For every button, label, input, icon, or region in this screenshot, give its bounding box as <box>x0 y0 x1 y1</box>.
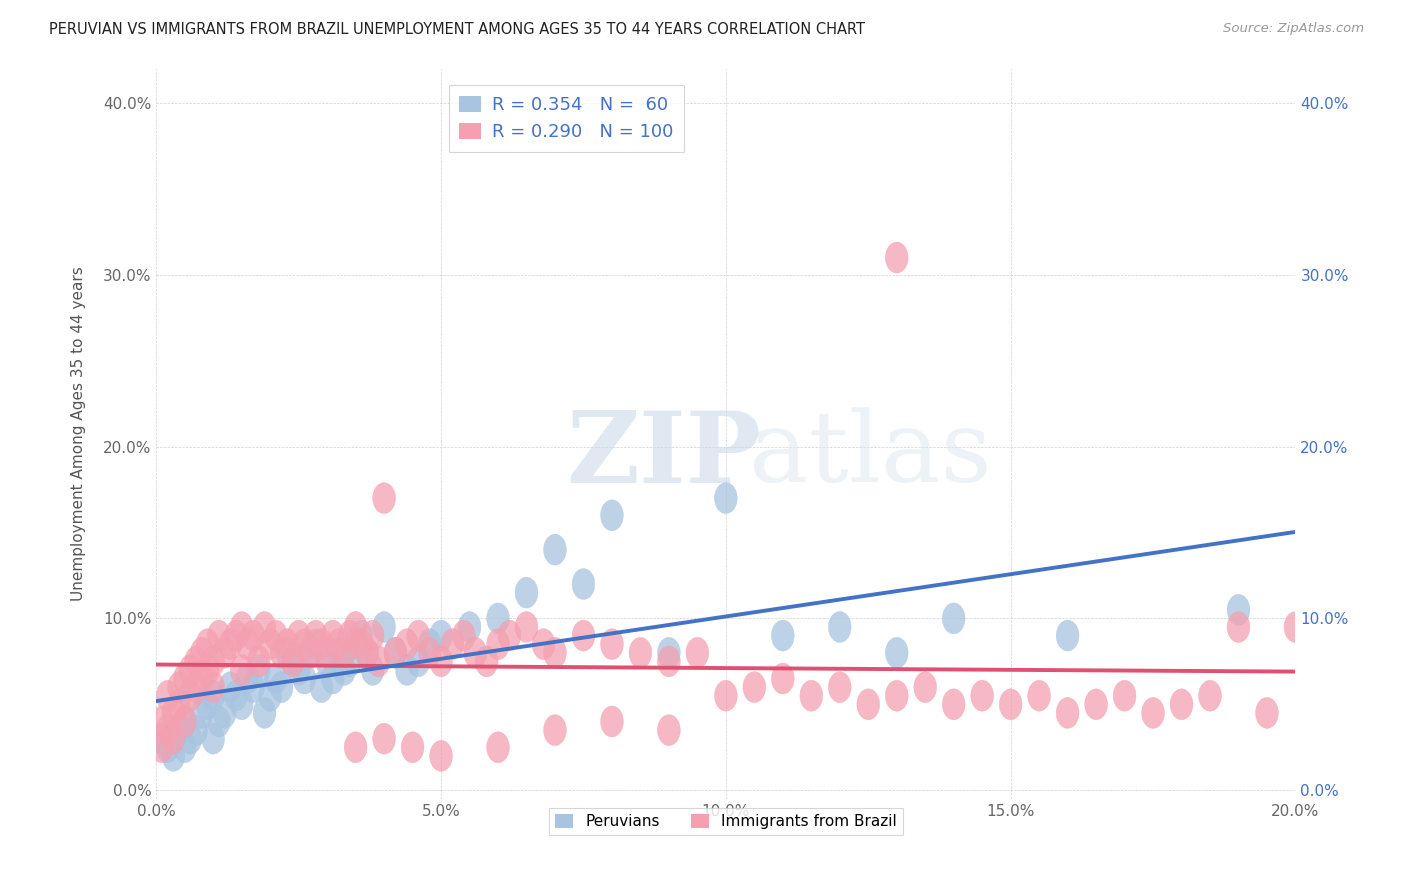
Text: Source: ZipAtlas.com: Source: ZipAtlas.com <box>1223 22 1364 36</box>
Text: PERUVIAN VS IMMIGRANTS FROM BRAZIL UNEMPLOYMENT AMONG AGES 35 TO 44 YEARS CORREL: PERUVIAN VS IMMIGRANTS FROM BRAZIL UNEMP… <box>49 22 865 37</box>
Legend: Peruvians, Immigrants from Brazil: Peruvians, Immigrants from Brazil <box>548 808 903 835</box>
Y-axis label: Unemployment Among Ages 35 to 44 years: Unemployment Among Ages 35 to 44 years <box>72 267 86 601</box>
Text: ZIP: ZIP <box>567 407 761 504</box>
Text: atlas: atlas <box>748 408 991 503</box>
